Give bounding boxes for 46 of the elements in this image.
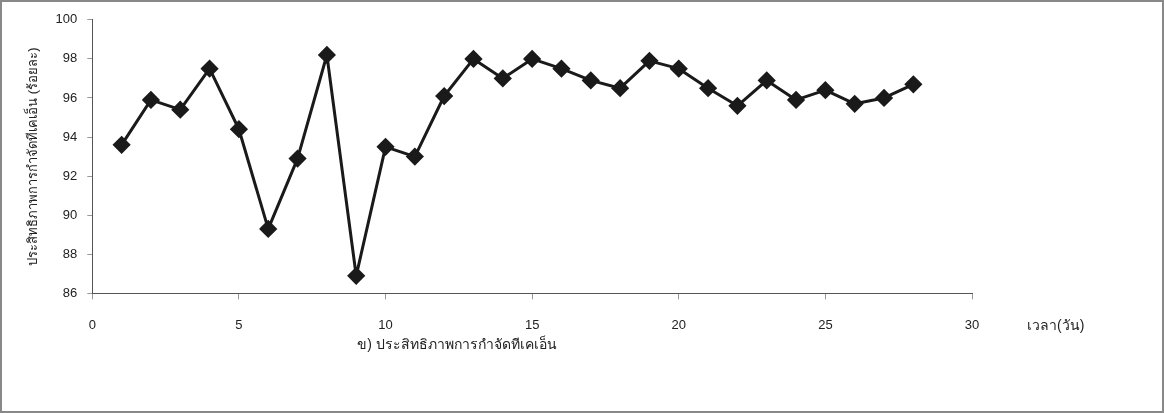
y-tick-label: 98 bbox=[62, 50, 78, 66]
y-tick-label: 94 bbox=[62, 128, 78, 144]
point bbox=[640, 52, 658, 70]
point bbox=[259, 220, 277, 238]
text: ข) ประสิทธิภาพการกำจัดทีเคเอ็น bbox=[357, 335, 557, 353]
y-tick-label: 100 bbox=[55, 11, 78, 27]
point bbox=[523, 50, 541, 68]
point bbox=[699, 79, 717, 97]
point bbox=[435, 87, 453, 105]
y-tick-label: 92 bbox=[62, 167, 78, 183]
point bbox=[142, 91, 160, 109]
y-tick-label: 86 bbox=[62, 284, 78, 300]
y-tick-label: 90 bbox=[62, 206, 78, 222]
point bbox=[728, 97, 746, 115]
point bbox=[816, 81, 834, 99]
point bbox=[904, 75, 922, 93]
x-tick-label: 30 bbox=[964, 316, 980, 332]
point bbox=[347, 267, 365, 285]
point bbox=[875, 89, 893, 107]
x-tick-label: 15 bbox=[524, 316, 540, 332]
point bbox=[552, 60, 570, 78]
y-axis-title: ประสิทธิภาพการกำจัดทีเคเอ็น (ร้อยละ) bbox=[23, 47, 41, 266]
point bbox=[611, 79, 629, 97]
point bbox=[465, 50, 482, 68]
point bbox=[846, 95, 864, 113]
point bbox=[230, 120, 248, 138]
x-axis-title: เวลา(วัน) bbox=[1027, 317, 1085, 334]
point bbox=[758, 71, 776, 89]
point bbox=[289, 150, 307, 168]
point bbox=[377, 138, 395, 156]
point bbox=[670, 60, 688, 78]
point bbox=[406, 148, 424, 166]
x-tick-label: 25 bbox=[818, 316, 833, 332]
x-tick-label: 10 bbox=[378, 316, 393, 332]
y-tick-label: 96 bbox=[62, 89, 78, 105]
x-tick-label: 0 bbox=[88, 316, 96, 332]
point bbox=[318, 46, 336, 64]
x-tick-label: 20 bbox=[671, 316, 686, 332]
point bbox=[113, 136, 131, 154]
y-tick-label: 88 bbox=[62, 245, 78, 261]
x-tick-label: 5 bbox=[235, 316, 243, 332]
point bbox=[494, 69, 512, 87]
point bbox=[787, 91, 805, 109]
point bbox=[171, 101, 189, 119]
point bbox=[582, 71, 600, 89]
point bbox=[201, 60, 219, 78]
